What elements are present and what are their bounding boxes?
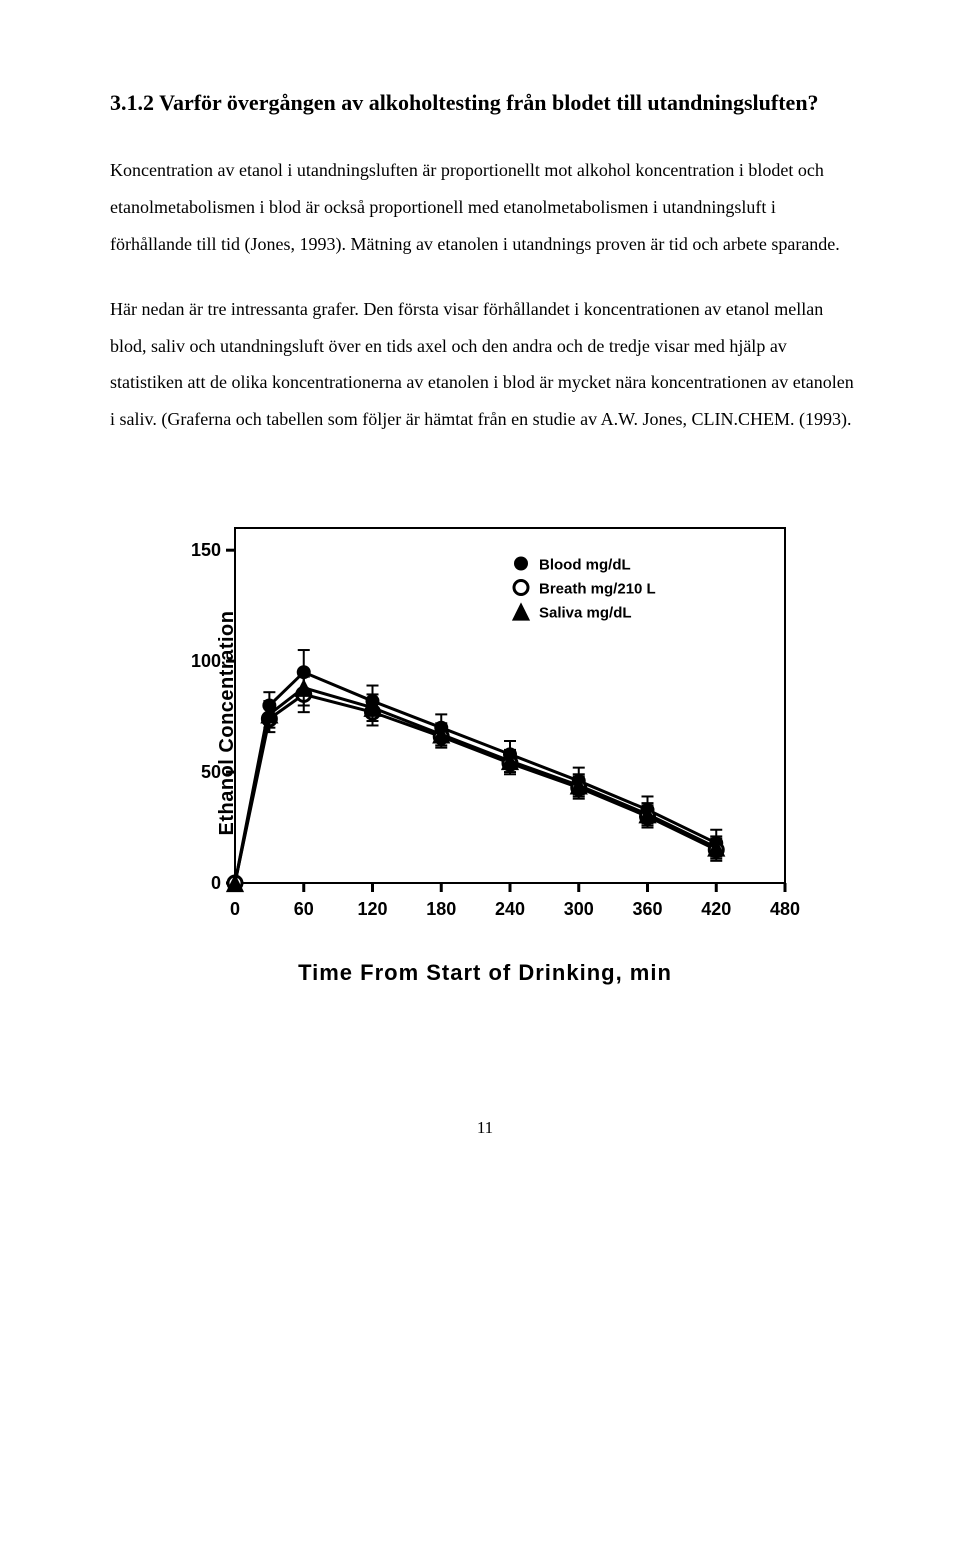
chart-svg: 060120180240300360420480050100150Blood m… — [165, 508, 805, 938]
svg-text:150: 150 — [191, 540, 221, 560]
svg-text:300: 300 — [564, 899, 594, 919]
paragraph-2: Här nedan är tre intressanta grafer. Den… — [110, 291, 860, 439]
svg-text:240: 240 — [495, 899, 525, 919]
svg-text:0: 0 — [211, 873, 221, 893]
svg-text:Breath mg/210 L: Breath mg/210 L — [539, 581, 656, 598]
svg-text:360: 360 — [632, 899, 662, 919]
svg-text:480: 480 — [770, 899, 800, 919]
chart-x-axis-label: Time From Start of Drinking, min — [165, 960, 805, 986]
chart-y-axis-label: Ethanol Concentration — [216, 611, 239, 836]
svg-text:420: 420 — [701, 899, 731, 919]
svg-text:60: 60 — [294, 899, 314, 919]
ethanol-concentration-chart: Ethanol Concentration 0 60 120 180 240 300 360… — [165, 508, 805, 938]
svg-text:Blood mg/dL: Blood mg/dL — [539, 557, 631, 574]
svg-text:Saliva mg/dL: Saliva mg/dL — [539, 605, 632, 622]
svg-text:0: 0 — [230, 899, 240, 919]
section-heading: 3.1.2 Varför övergången av alkoholtestin… — [110, 90, 860, 116]
page-number: 11 — [110, 1118, 860, 1138]
svg-text:180: 180 — [426, 899, 456, 919]
svg-text:120: 120 — [357, 899, 387, 919]
paragraph-1: Koncentration av etanol i utandningsluft… — [110, 152, 860, 263]
